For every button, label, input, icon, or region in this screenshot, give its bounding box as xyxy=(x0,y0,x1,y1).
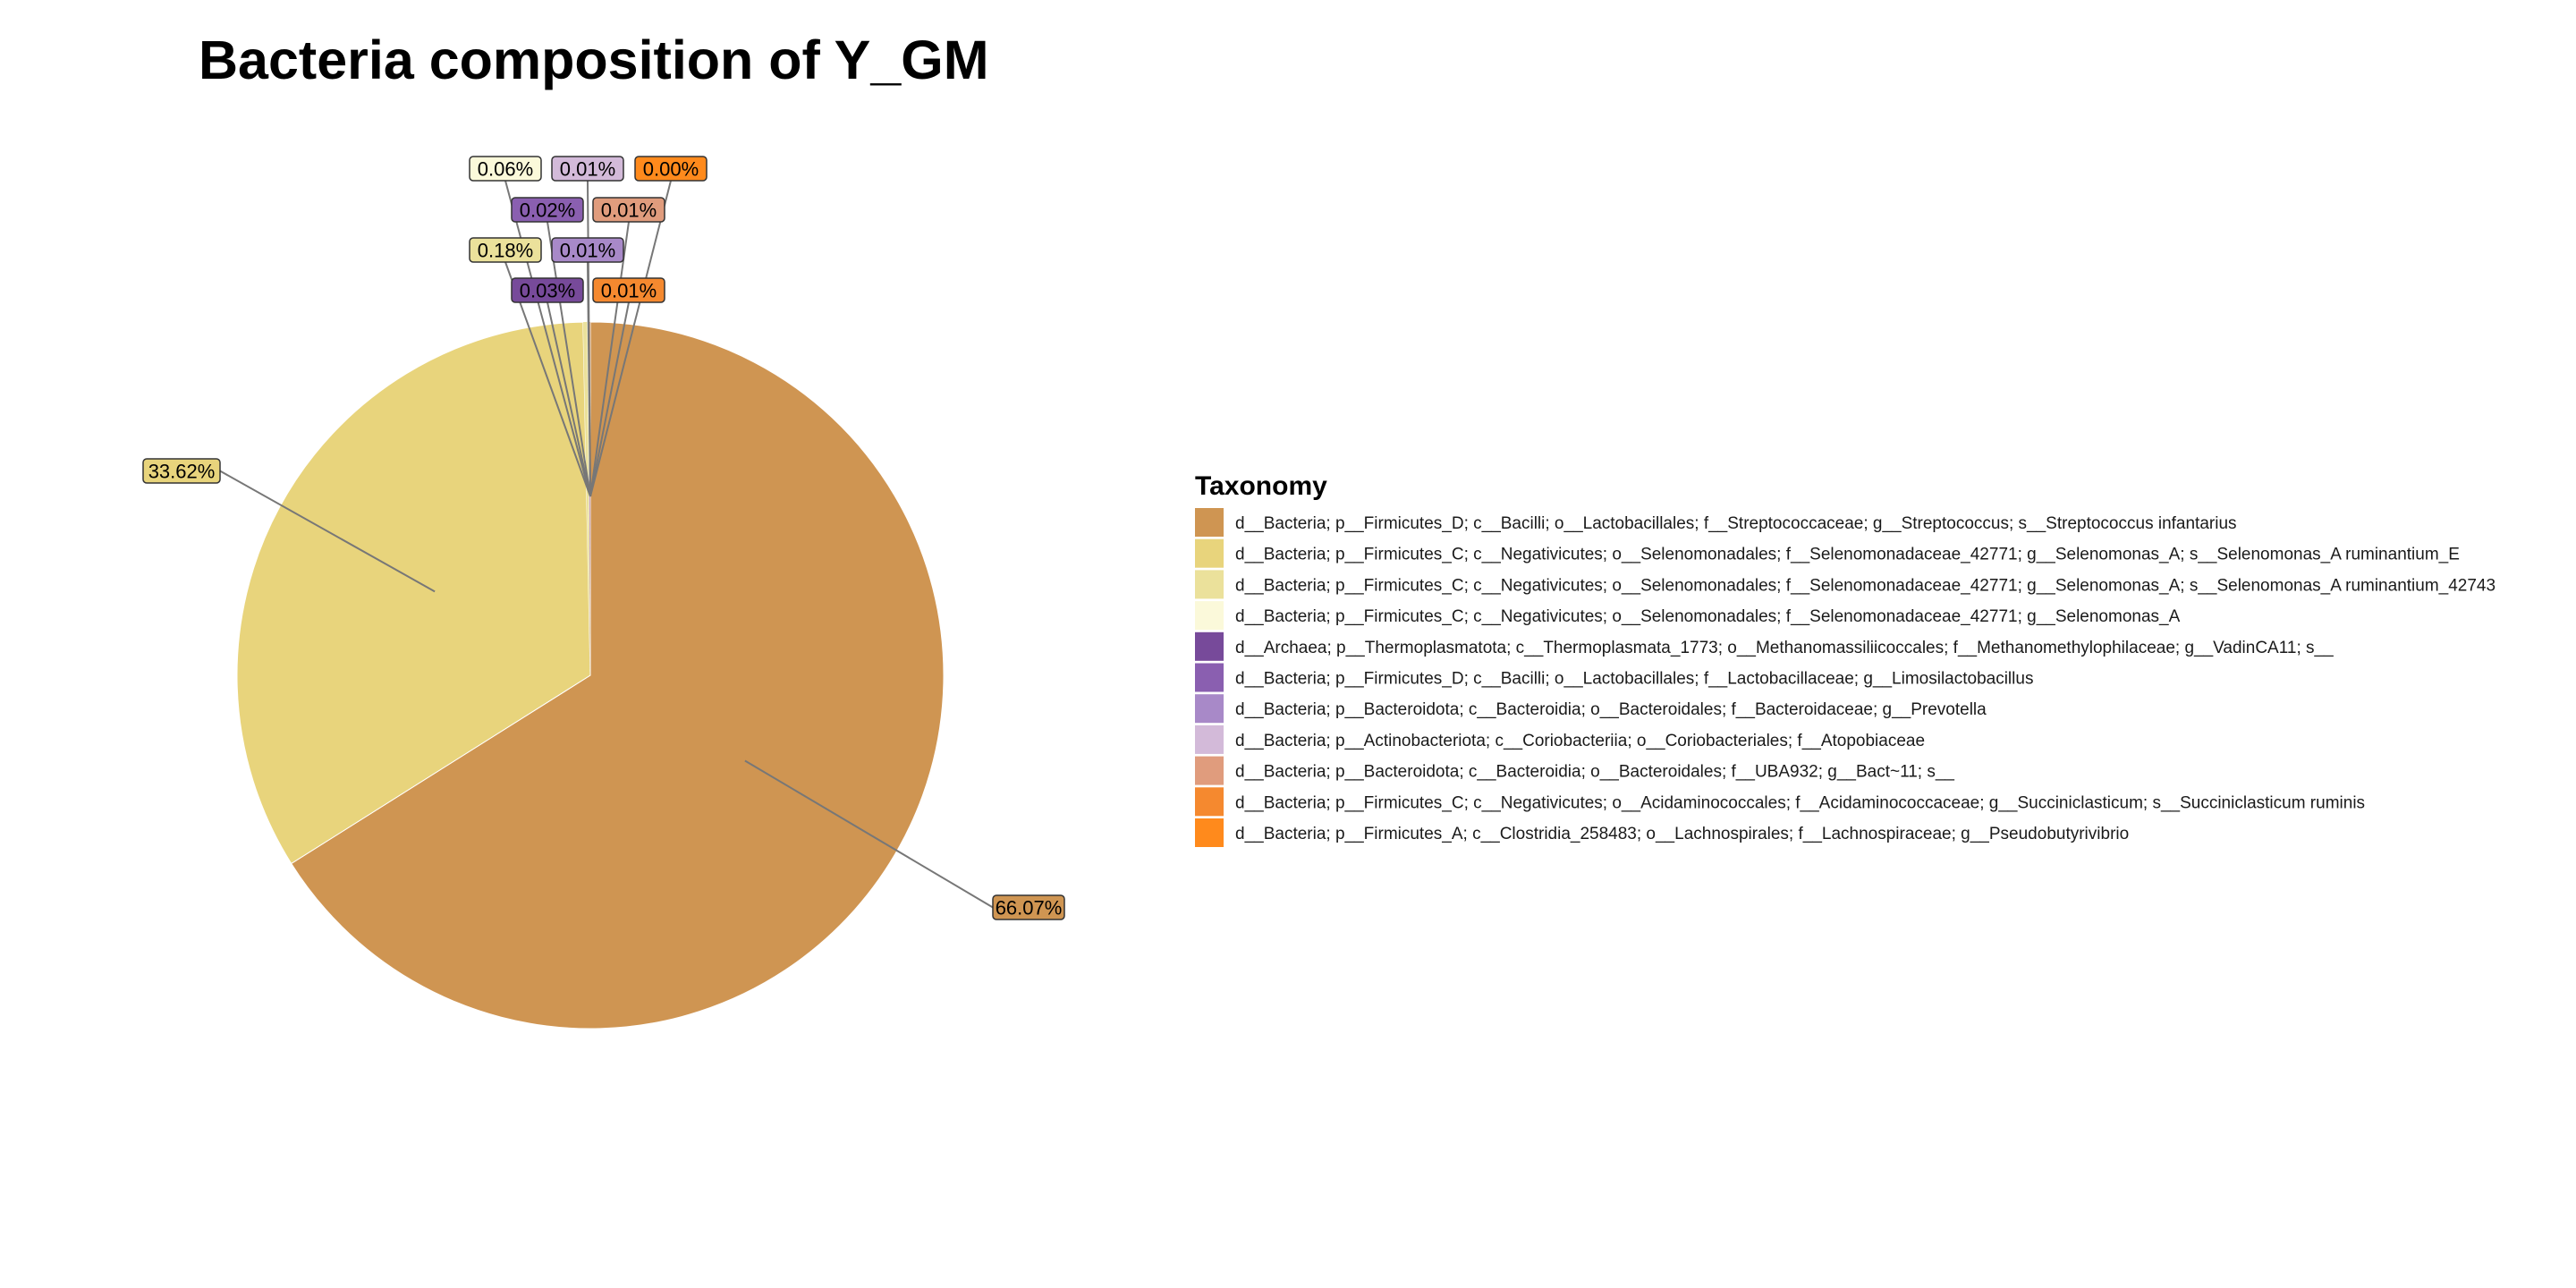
leader-line-8 xyxy=(589,221,630,497)
slice-label-2: 0.18% xyxy=(478,240,533,262)
slice-label-3: 0.06% xyxy=(478,158,533,181)
legend-label-0: d__Bacteria; p__Firmicutes_D; c__Bacilli… xyxy=(1235,514,2237,533)
slice-label-box-9 xyxy=(592,277,665,303)
slice-labels: 66.07% 33.62% 0.18% 0.06% 0.03% 0.02% 0.01% 0.0… xyxy=(142,156,1065,920)
legend-key-8 xyxy=(1195,756,1224,785)
pie-slice-0 xyxy=(291,321,945,1030)
slice-label-8: 0.01% xyxy=(601,199,657,222)
slice-label-9: 0.01% xyxy=(601,280,657,302)
legend-key-3 xyxy=(1195,601,1224,631)
leader-lines xyxy=(219,180,994,909)
slice-label-5: 0.02% xyxy=(520,199,575,222)
legend-title: Taxonomy xyxy=(1195,471,1327,501)
legend-label-6: d__Bacteria; p__Bacteroidota; c__Bactero… xyxy=(1235,700,1987,719)
pie-slice-3 xyxy=(587,322,590,675)
leader-line-4 xyxy=(547,301,591,497)
legend-key-2 xyxy=(1195,570,1224,599)
slice-label-box-4 xyxy=(511,277,584,303)
slice-label-box-3 xyxy=(469,156,542,182)
legend-label-7: d__Bacteria; p__Actinobacteriota; c__Cor… xyxy=(1235,732,1925,750)
legend-label-8: d__Bacteria; p__Bacteroidota; c__Bactero… xyxy=(1235,763,1954,782)
legend-label-3: d__Bacteria; p__Firmicutes_C; c__Negativ… xyxy=(1235,607,2181,626)
leader-line-1 xyxy=(219,470,436,593)
legend-label-9: d__Bacteria; p__Firmicutes_C; c__Negativ… xyxy=(1235,793,2365,812)
slice-label-1: 33.62% xyxy=(148,461,216,483)
legend-key-0 xyxy=(1195,508,1224,537)
legend-key-1 xyxy=(1195,538,1224,568)
slice-label-box-5 xyxy=(511,197,584,223)
legend-key-9 xyxy=(1195,787,1224,817)
legend-key-6 xyxy=(1195,694,1224,724)
legend: d__Bacteria; p__Firmicutes_D; c__Bacilli… xyxy=(1195,508,2496,847)
pie-slice-2 xyxy=(582,322,590,675)
slice-label-box-6 xyxy=(551,237,624,263)
leader-line-5 xyxy=(547,221,591,497)
legend-key-10 xyxy=(1195,818,1224,847)
leader-line-10 xyxy=(589,180,672,497)
legend-label-5: d__Bacteria; p__Firmicutes_D; c__Bacilli… xyxy=(1235,670,2033,689)
chart-title: Bacteria composition of Y_GM xyxy=(199,30,989,90)
leader-line-7 xyxy=(587,180,591,497)
legend-label-2: d__Bacteria; p__Firmicutes_C; c__Negativ… xyxy=(1235,576,2496,595)
slice-label-box-7 xyxy=(551,156,624,182)
legend-label-4: d__Archaea; p__Thermoplasmatota; c__Ther… xyxy=(1235,639,2334,657)
slice-label-4: 0.03% xyxy=(520,280,575,302)
leader-line-9 xyxy=(589,301,630,497)
leader-line-3 xyxy=(504,180,591,497)
slice-label-box-10 xyxy=(634,156,708,182)
slice-label-10: 0.00% xyxy=(643,158,699,181)
legend-label-1: d__Bacteria; p__Firmicutes_C; c__Negativ… xyxy=(1235,546,2460,564)
legend-key-5 xyxy=(1195,663,1224,692)
slice-label-box-2 xyxy=(469,237,542,263)
legend-key-7 xyxy=(1195,724,1224,754)
legend-label-10: d__Bacteria; p__Firmicutes_A; c__Clostri… xyxy=(1235,825,2129,843)
slice-label-box-1 xyxy=(142,458,221,484)
slice-label-0: 66.07% xyxy=(996,897,1063,919)
pie-slices xyxy=(236,321,945,1030)
slice-label-box-0 xyxy=(992,894,1065,920)
pie-slice-1 xyxy=(236,321,591,865)
slice-label-box-8 xyxy=(592,197,665,223)
slice-label-6: 0.01% xyxy=(560,240,615,262)
leader-line-0 xyxy=(744,759,994,909)
legend-key-4 xyxy=(1195,631,1224,661)
slice-label-7: 0.01% xyxy=(560,158,615,181)
